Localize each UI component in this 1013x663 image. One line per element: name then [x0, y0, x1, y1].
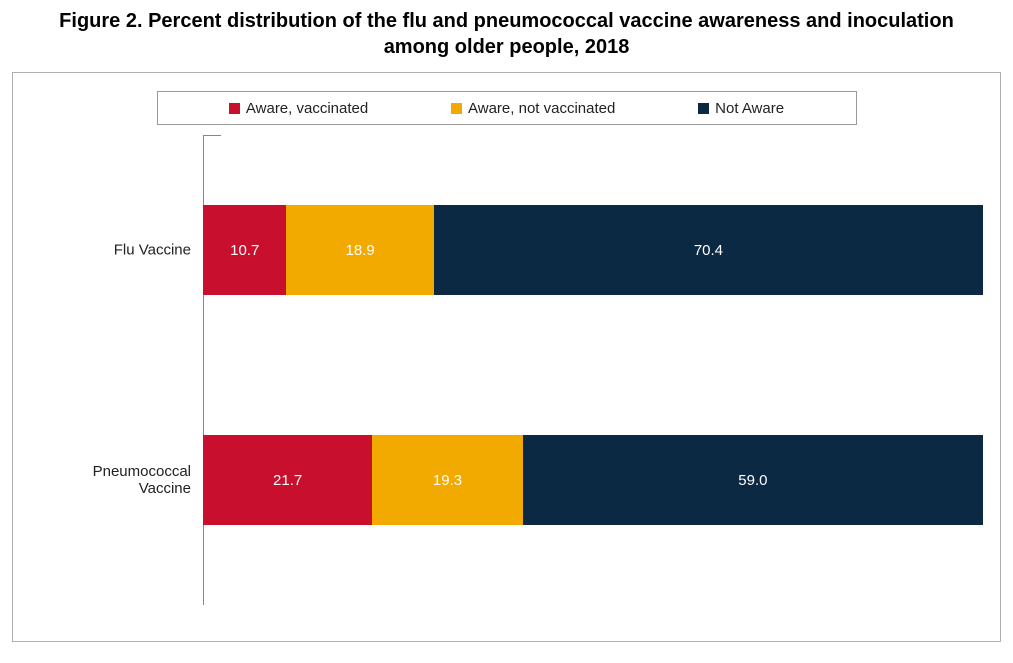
bar-value: 18.9 — [346, 242, 375, 259]
chart-frame: Aware, vaccinated Aware, not vaccinated … — [12, 72, 1001, 642]
legend-label: Not Aware — [715, 100, 784, 117]
bar-value: 21.7 — [273, 472, 302, 489]
legend: Aware, vaccinated Aware, not vaccinated … — [157, 91, 857, 125]
title-line-2: among older people, 2018 — [384, 36, 630, 58]
bar-value: 70.4 — [694, 242, 723, 259]
bar-segment-aware-not-vaccinated: 18.9 — [286, 205, 433, 295]
chart-title: Figure 2. Percent distribution of the fl… — [0, 0, 1013, 72]
axis-top-tick — [203, 135, 221, 136]
row-label: Pneumococcal Vaccine — [43, 463, 203, 497]
bar-segment-aware-vaccinated: 10.7 — [203, 205, 286, 295]
plot-area: Flu Vaccine 10.7 18.9 70.4 Pneumococcal … — [203, 135, 970, 605]
bar-segment-aware-vaccinated: 21.7 — [203, 435, 372, 525]
bar-value: 19.3 — [433, 472, 462, 489]
legend-item-not-aware: Not Aware — [698, 100, 784, 117]
legend-label: Aware, vaccinated — [246, 100, 368, 117]
bar-segment-not-aware: 59.0 — [523, 435, 983, 525]
bar-row-pneumococcal: Pneumococcal Vaccine 21.7 19.3 59.0 — [203, 435, 983, 525]
bar-value: 10.7 — [230, 242, 259, 259]
bar-row-flu: Flu Vaccine 10.7 18.9 70.4 — [203, 205, 983, 295]
bar-value: 59.0 — [738, 472, 767, 489]
title-line-1: Figure 2. Percent distribution of the fl… — [59, 10, 954, 32]
legend-item-aware-not-vaccinated: Aware, not vaccinated — [451, 100, 615, 117]
axis-bottom-tick — [203, 599, 204, 605]
legend-swatch — [451, 103, 462, 114]
bar-segment-aware-not-vaccinated: 19.3 — [372, 435, 523, 525]
row-label: Flu Vaccine — [43, 242, 203, 259]
legend-swatch — [229, 103, 240, 114]
legend-label: Aware, not vaccinated — [468, 100, 615, 117]
legend-item-aware-vaccinated: Aware, vaccinated — [229, 100, 368, 117]
bar-segment-not-aware: 70.4 — [434, 205, 983, 295]
legend-swatch — [698, 103, 709, 114]
